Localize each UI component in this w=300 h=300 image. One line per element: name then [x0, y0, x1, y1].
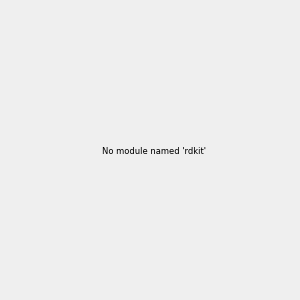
Text: No module named 'rdkit': No module named 'rdkit' [102, 147, 206, 156]
